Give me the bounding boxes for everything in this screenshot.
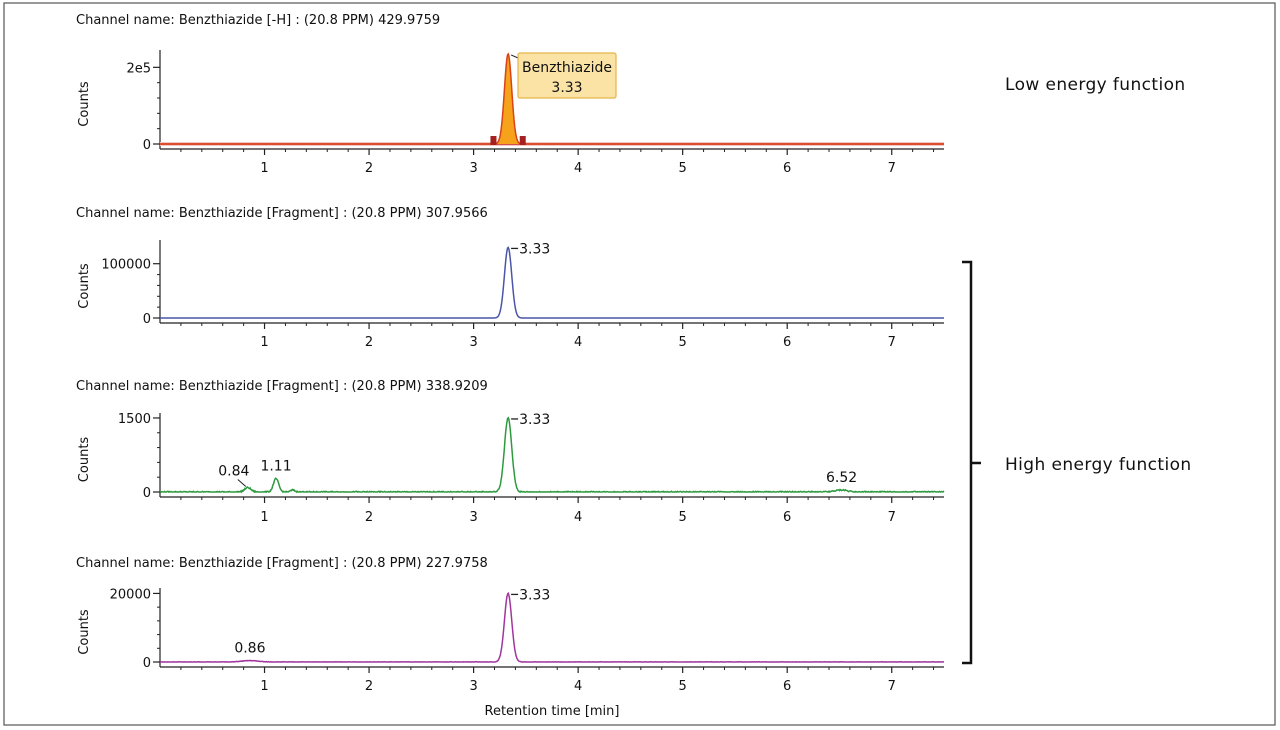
- x-tick-label: 2: [365, 335, 373, 350]
- x-tick-label: 6: [783, 510, 791, 525]
- peak-label: 0.86: [234, 641, 265, 657]
- x-tick-label: 6: [783, 335, 791, 350]
- x-tick-label: 4: [574, 510, 582, 525]
- x-tick-label: 3: [469, 335, 477, 350]
- x-tick-label: 1: [260, 335, 268, 350]
- chart-panel-3: Channel name: Benzthiazide [Fragment] : …: [76, 379, 945, 525]
- y-tick-label: 0: [143, 312, 151, 327]
- peak-annotation-rt: 3.33: [551, 80, 582, 96]
- peak-start-marker: [490, 136, 497, 145]
- chart-title: Channel name: Benzthiazide [Fragment] : …: [76, 206, 488, 221]
- x-tick-label: 5: [679, 335, 687, 350]
- y-tick-label: 1500: [118, 412, 151, 427]
- x-tick-label: 3: [469, 510, 477, 525]
- x-tick-label: 5: [679, 510, 687, 525]
- x-tick-label: 3: [469, 161, 477, 176]
- chart-panel-2: Channel name: Benzthiazide [Fragment] : …: [76, 206, 944, 350]
- x-tick-label: 7: [888, 161, 896, 176]
- integrated-peak-fill: [493, 53, 523, 144]
- chromatogram-trace: [159, 416, 945, 494]
- peak-annotation-box: [517, 52, 617, 99]
- y-tick-label: 0: [143, 656, 151, 671]
- peak-annotation-name: Benzthiazide: [522, 60, 612, 76]
- annotation-leader: [510, 54, 519, 59]
- high-energy-bracket: [962, 260, 981, 665]
- x-tick-label: 6: [783, 161, 791, 176]
- x-tick-label: 2: [365, 510, 373, 525]
- chart-title: Channel name: Benzthiazide [Fragment] : …: [76, 379, 488, 394]
- x-tick-label: 4: [574, 679, 582, 694]
- peak-label: 3.33: [519, 587, 550, 603]
- chromatogram-trace: [159, 591, 945, 663]
- high-energy-label: High energy function: [1005, 455, 1192, 475]
- x-tick-label: 1: [260, 510, 268, 525]
- y-tick-label: 20000: [110, 587, 151, 602]
- chromatogram-trace: [160, 52, 944, 145]
- x-tick-label: 4: [574, 335, 582, 350]
- chromatogram-panels: Channel name: Benzthiazide [-H] : (20.8 …: [76, 13, 945, 694]
- x-tick-label: 6: [783, 679, 791, 694]
- x-tick-label: 7: [888, 335, 896, 350]
- y-tick-label: 100000: [101, 258, 151, 273]
- x-tick-label: 1: [260, 679, 268, 694]
- y-tick-label: 0: [143, 486, 151, 501]
- x-tick-label: 3: [469, 679, 477, 694]
- x-tick-label: 5: [679, 679, 687, 694]
- y-tick-label: 2e5: [126, 61, 151, 76]
- peak-end-marker: [519, 136, 526, 145]
- y-tick-label: 0: [143, 138, 151, 153]
- x-tick-label: 2: [365, 161, 373, 176]
- peak-label: 1.11: [260, 459, 291, 475]
- x-tick-label: 7: [888, 510, 896, 525]
- x-tick-label: 1: [260, 161, 268, 176]
- y-axis-title: Counts: [77, 609, 92, 655]
- x-tick-label: 7: [888, 679, 896, 694]
- chromatogram-trace: [160, 246, 944, 319]
- x-axis-title: Retention time [min]: [485, 704, 620, 719]
- chart-panel-1: Channel name: Benzthiazide [-H] : (20.8 …: [76, 13, 944, 176]
- x-tick-label: 2: [365, 679, 373, 694]
- y-axis-title: Counts: [77, 263, 92, 309]
- x-tick-label: 4: [574, 161, 582, 176]
- chart-title: Channel name: Benzthiazide [-H] : (20.8 …: [76, 13, 440, 28]
- chart-title: Channel name: Benzthiazide [Fragment] : …: [76, 556, 488, 571]
- y-axis-title: Counts: [77, 81, 92, 127]
- chart-panel-4: Channel name: Benzthiazide [Fragment] : …: [76, 556, 945, 694]
- low-energy-label: Low energy function: [1005, 75, 1186, 95]
- peak-label: 6.52: [826, 470, 857, 486]
- x-tick-label: 5: [679, 161, 687, 176]
- peak-label: 3.33: [519, 412, 550, 428]
- y-axis-title: Counts: [77, 437, 92, 483]
- peak-label: 3.33: [519, 241, 550, 257]
- figure-border: [3, 2, 1276, 726]
- peak-label: 0.84: [218, 464, 249, 480]
- peak-label-leader: [237, 479, 247, 487]
